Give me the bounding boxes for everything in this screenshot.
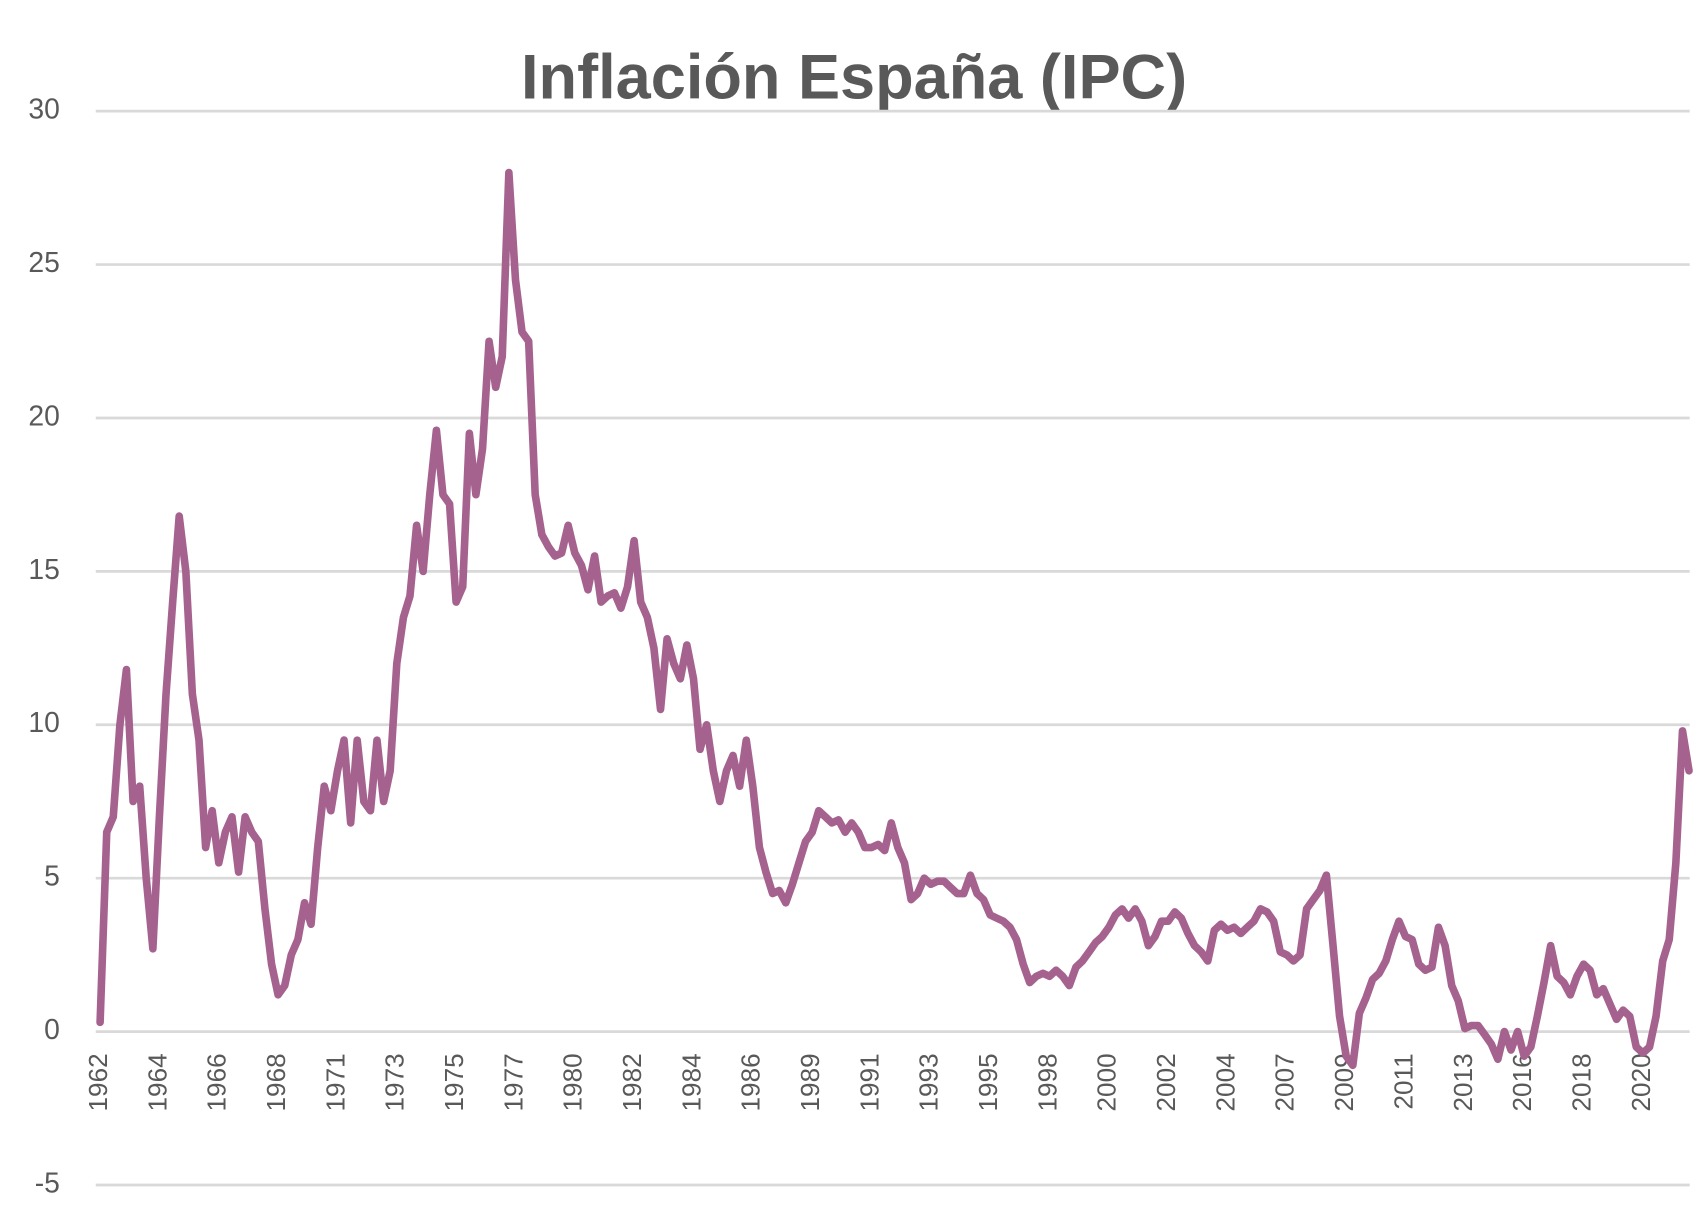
chart-title: Inflación España (IPC)	[521, 42, 1187, 112]
x-tick-label: 2004	[1210, 1053, 1240, 1111]
x-tick-label: 1989	[795, 1053, 825, 1111]
y-tick-label: -5	[35, 1166, 60, 1198]
x-tick-label: 1977	[498, 1053, 528, 1111]
x-tick-label: 1968	[261, 1053, 291, 1111]
x-tick-label: 1975	[439, 1053, 469, 1111]
y-tick-label: 0	[44, 1013, 60, 1045]
y-tick-label: 15	[28, 553, 59, 585]
x-tick-label: 2007	[1270, 1053, 1300, 1111]
x-tick-label: 1971	[320, 1053, 350, 1111]
x-tick-label: 2011	[1388, 1053, 1418, 1109]
x-tick-label: 2013	[1448, 1053, 1478, 1111]
x-tick-label: 2020	[1626, 1053, 1656, 1111]
y-tick-label: 25	[28, 246, 59, 278]
x-tick-label: 2002	[1151, 1053, 1181, 1111]
x-tick-label: 1984	[676, 1053, 706, 1111]
x-tick-label: 1991	[854, 1053, 884, 1111]
x-tick-label: 2000	[1092, 1053, 1122, 1111]
x-tick-label: 1998	[1032, 1053, 1062, 1111]
x-tick-label: 1964	[142, 1053, 172, 1111]
y-tick-label: 30	[28, 93, 59, 125]
x-tick-label: 1966	[202, 1053, 232, 1111]
x-tick-label: 2016	[1507, 1053, 1537, 1111]
y-tick-label: 10	[28, 706, 59, 738]
x-tick-label: 1995	[973, 1053, 1003, 1111]
x-tick-label: 1980	[558, 1053, 588, 1111]
y-tick-label: 20	[28, 399, 59, 431]
x-tick-label: 1973	[380, 1053, 410, 1111]
x-tick-label: 1993	[914, 1053, 944, 1111]
data-line	[96, 168, 1693, 1070]
x-tick-label: 1962	[83, 1053, 113, 1111]
x-tick-label: 1986	[736, 1053, 766, 1111]
y-tick-label: 5	[44, 860, 60, 892]
x-tick-label: 1982	[617, 1053, 647, 1111]
x-tick-label: 2018	[1566, 1053, 1596, 1111]
